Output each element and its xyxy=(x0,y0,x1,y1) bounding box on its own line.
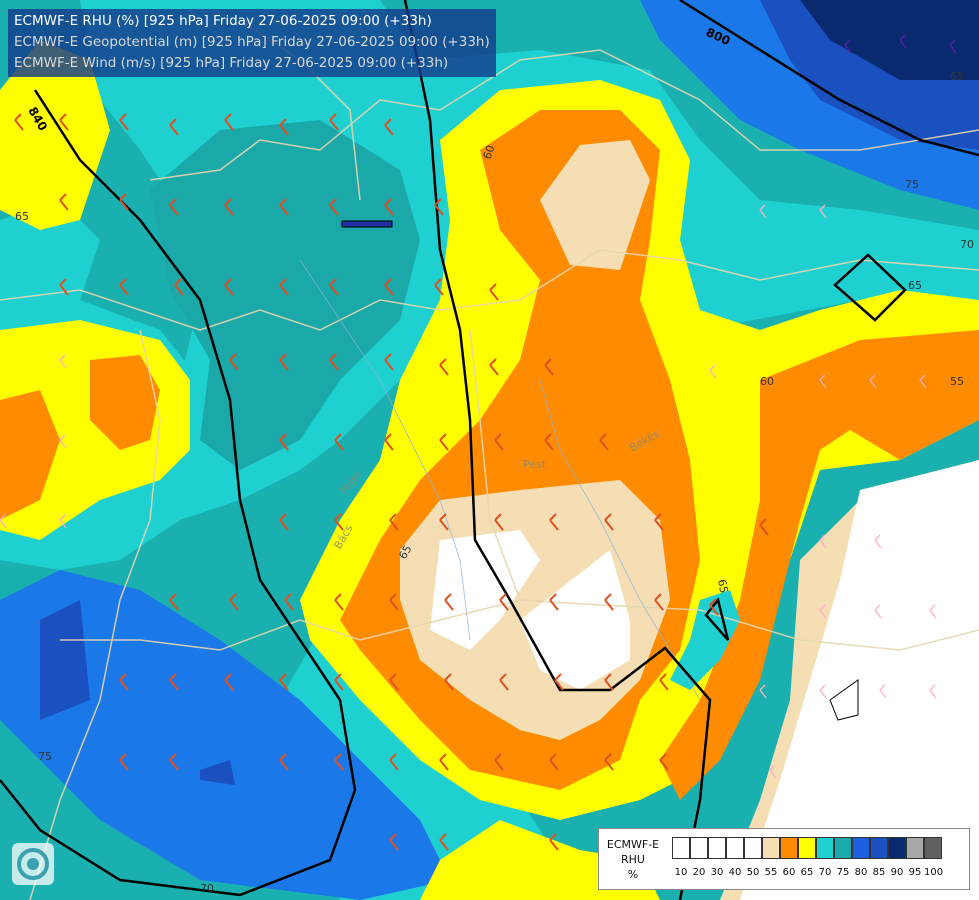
legend-swatch xyxy=(888,837,906,859)
rhu-legend: ECMWF-E RHU % 10 20 30 40 50 55 60 65 70 75 80 85 90… xyxy=(598,828,970,890)
legend-tick: 40 xyxy=(728,867,742,878)
svg-text:55: 55 xyxy=(950,375,964,388)
legend-swatch xyxy=(690,837,708,859)
legend-tick: 85 xyxy=(872,867,886,878)
svg-text:65: 65 xyxy=(715,578,730,594)
legend-tick: 100 xyxy=(924,867,944,878)
legend-tick: 65 xyxy=(800,867,814,878)
svg-text:60: 60 xyxy=(760,375,774,388)
svg-text:60: 60 xyxy=(481,143,498,161)
svg-text:65: 65 xyxy=(908,279,922,292)
legend-tick: 55 xyxy=(764,867,778,878)
legend-swatch xyxy=(798,837,816,859)
legend-swatch xyxy=(852,837,870,859)
svg-text:75: 75 xyxy=(905,178,919,191)
legend-swatch xyxy=(708,837,726,859)
header-wind: ECMWF-E Wind (m/s) [925 hPa] Friday 27-0… xyxy=(14,55,449,71)
header-geopotential: ECMWF-E Geopotential (m) [925 hPa] Frida… xyxy=(14,34,490,50)
svg-text:65: 65 xyxy=(950,70,964,83)
logo xyxy=(12,843,54,885)
legend-tick: 20 xyxy=(692,867,706,878)
legend-tick: 10 xyxy=(674,867,688,878)
legend-swatch xyxy=(906,837,924,859)
legend-swatch xyxy=(672,837,690,859)
legend-tick: 70 xyxy=(818,867,832,878)
legend-tick: 90 xyxy=(890,867,904,878)
legend-swatch xyxy=(726,837,744,859)
legend-swatch xyxy=(870,837,888,859)
legend-swatch xyxy=(780,837,798,859)
legend-swatch xyxy=(744,837,762,859)
legend-tick: 60 xyxy=(782,867,796,878)
svg-text:70: 70 xyxy=(960,238,974,251)
legend-tick: 50 xyxy=(746,867,760,878)
legend-swatch xyxy=(834,837,852,859)
legend-tick: 30 xyxy=(710,867,724,878)
svg-text:65: 65 xyxy=(15,210,29,223)
svg-text:Pest: Pest xyxy=(523,458,547,471)
svg-text:75: 75 xyxy=(38,750,52,763)
svg-text:65: 65 xyxy=(396,543,414,562)
legend-swatch xyxy=(816,837,834,859)
legend-ticks: 10 20 30 40 50 55 60 65 70 75 80 85 90 95 100 xyxy=(672,867,944,878)
map-header: ECMWF-E RHU (%) [925 hPa] Friday 27-06-2… xyxy=(8,9,496,77)
legend-swatches xyxy=(672,837,942,859)
legend-tick: 75 xyxy=(836,867,850,878)
svg-text:70: 70 xyxy=(200,882,214,895)
legend-tick: 80 xyxy=(854,867,868,878)
legend-swatch xyxy=(924,837,942,859)
legend-tick: 95 xyxy=(908,867,922,878)
legend-swatch xyxy=(762,837,780,859)
legend-title: ECMWF-E RHU % xyxy=(606,838,660,881)
header-rhu: ECMWF-E RHU (%) [925 hPa] Friday 27-06-2… xyxy=(14,13,432,29)
